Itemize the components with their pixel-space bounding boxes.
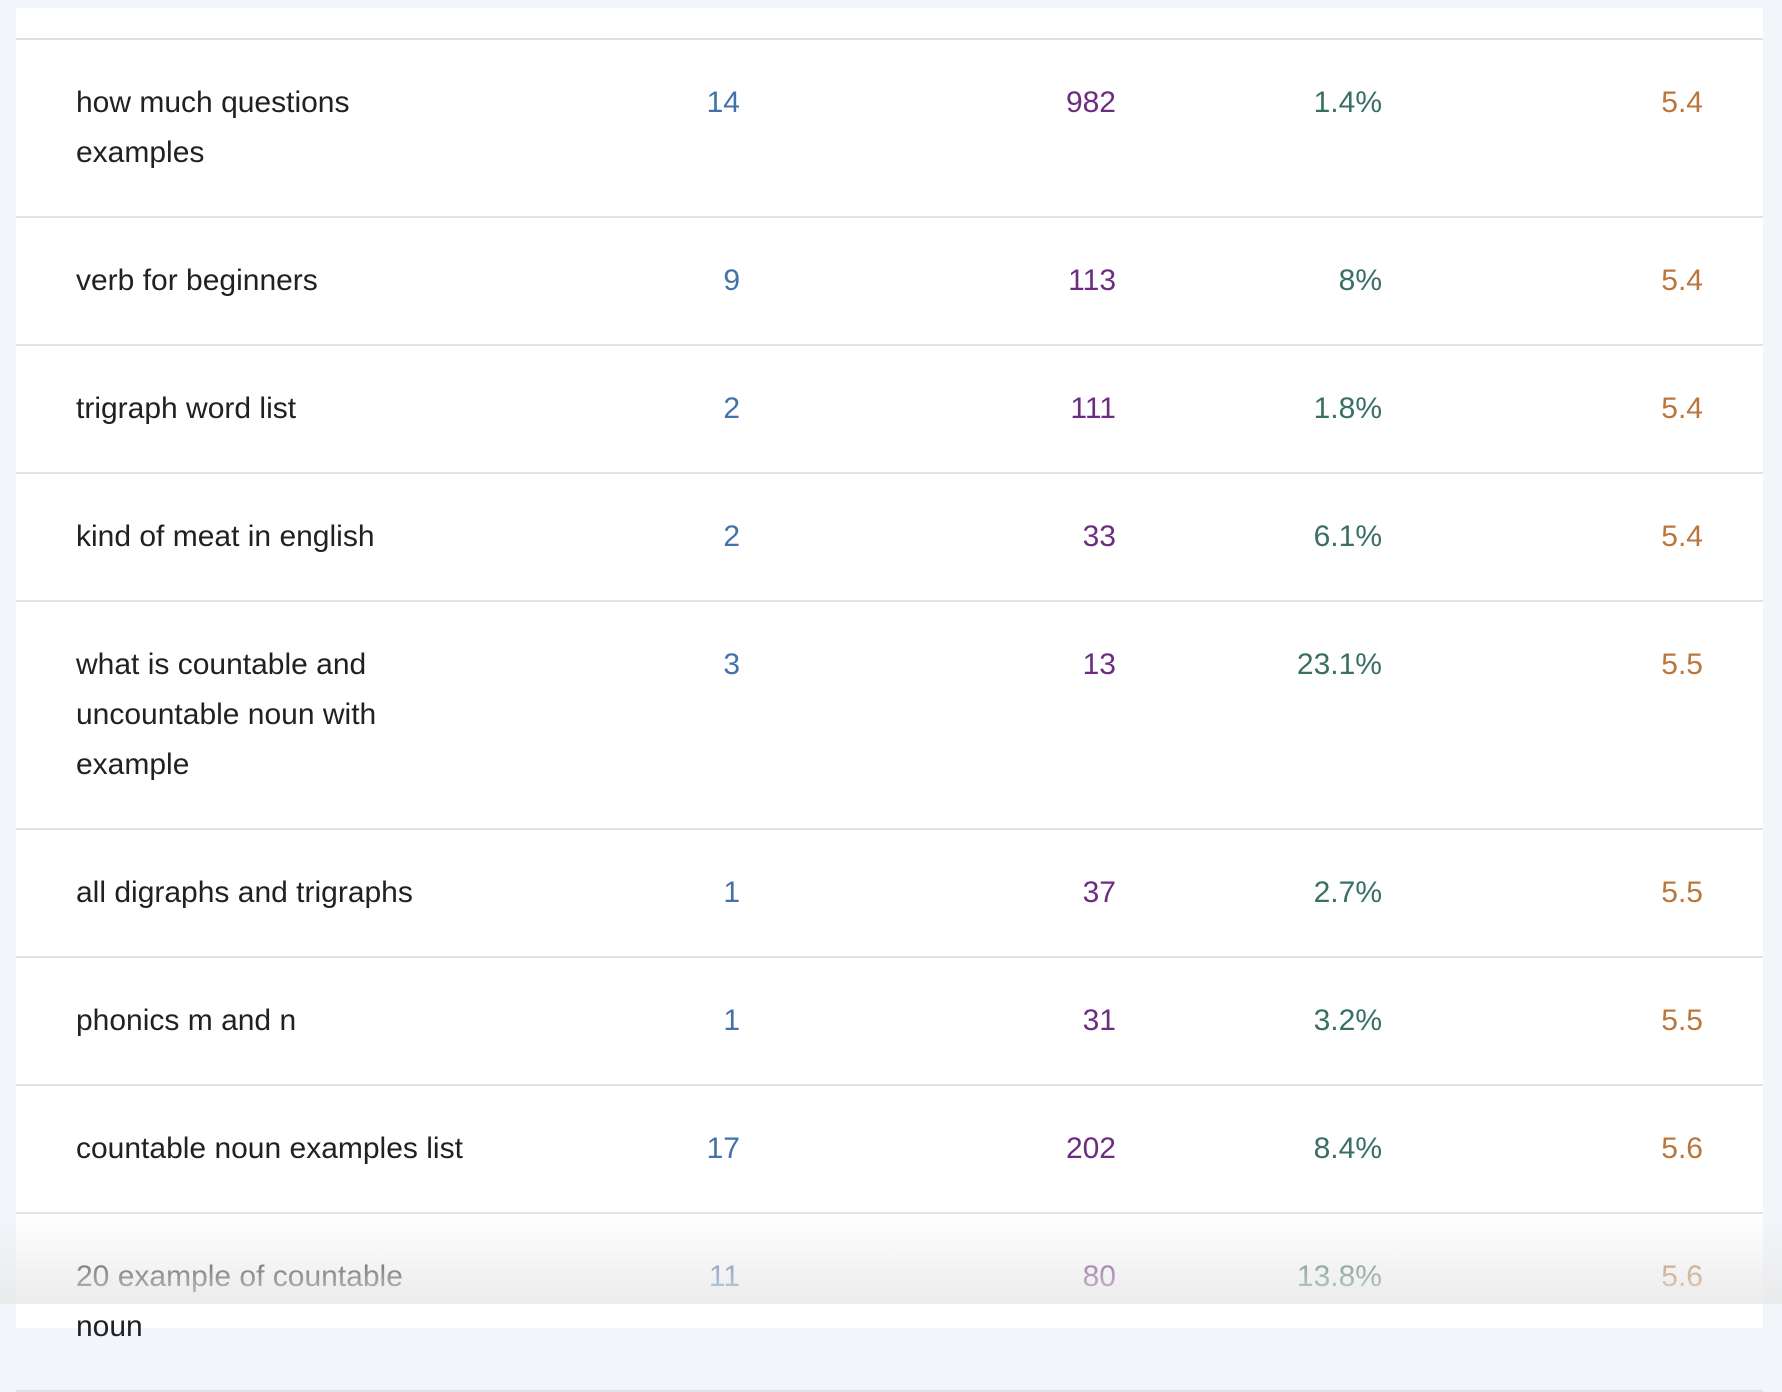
table-row[interactable]: countable noun examples list 17 202 8.4%… [16,1086,1763,1214]
results-cell: 1 [723,1004,740,1037]
keyword-cell: 20 example of countable noun [76,1260,403,1343]
results-cell: 2 [723,520,740,553]
keyword-cell: trigraph word list [76,392,297,425]
score-cell: 5.4 [1661,264,1703,297]
table-row[interactable]: phonics m and n 1 31 3.2% 5.5 [16,958,1763,1086]
score-cell: 5.5 [1661,1004,1703,1037]
volume-cell: 202 [1065,1132,1116,1165]
volume-cell: 80 [1082,1260,1116,1293]
ratio-cell: 1.8% [1313,392,1382,425]
table-row[interactable]: kind of meat in english 2 33 6.1% 5.4 [16,474,1763,602]
ratio-cell: 23.1% [1296,648,1382,681]
keyword-cell: verb for beginners [76,264,318,297]
results-cell: 11 [708,1260,740,1293]
ratio-cell: 3.2% [1313,1004,1382,1037]
volume-cell: 33 [1082,520,1116,553]
volume-cell: 113 [1068,264,1116,297]
keyword-cell: how much questions examples [76,86,350,169]
score-cell: 5.4 [1661,392,1703,425]
score-cell: 5.4 [1661,86,1703,119]
volume-cell: 13 [1082,648,1116,681]
score-cell: 5.6 [1661,1260,1703,1293]
results-cell: 14 [706,86,740,119]
table-row[interactable]: trigraph word list 2 111 1.8% 5.4 [16,346,1763,474]
results-cell: 9 [723,264,740,297]
volume-cell: 37 [1082,876,1116,909]
ratio-cell: 2.7% [1313,876,1382,909]
keyword-cell: countable noun examples list [76,1132,463,1165]
score-cell: 5.5 [1661,876,1703,909]
results-cell: 17 [706,1132,740,1165]
score-cell: 5.4 [1661,520,1703,553]
table-row[interactable]: verb for beginners 9 113 8% 5.4 [16,218,1763,346]
keyword-table-card: how much questions examples 14 982 1.4% … [16,8,1763,1392]
ratio-cell: 8% [1338,264,1382,297]
volume-cell: 982 [1065,86,1116,119]
volume-cell: 111 [1070,392,1116,425]
results-cell: 3 [723,648,740,681]
keyword-cell: kind of meat in english [76,520,375,553]
keyword-cell: all digraphs and trigraphs [76,876,413,909]
results-cell: 1 [723,876,740,909]
ratio-cell: 1.4% [1313,86,1382,119]
score-cell: 5.5 [1661,648,1703,681]
keyword-cell: what is countable and uncountable noun w… [76,648,377,781]
table-row[interactable]: all digraphs and trigraphs 1 37 2.7% 5.5 [16,830,1763,958]
table-row[interactable]: what is countable and uncountable noun w… [16,602,1763,830]
keyword-cell: phonics m and n [76,1004,297,1037]
results-cell: 2 [723,392,740,425]
ratio-cell: 8.4% [1313,1132,1382,1165]
table-header-divider [16,8,1763,40]
table-row[interactable]: 20 example of countable noun 11 80 13.8%… [16,1214,1763,1392]
score-cell: 5.6 [1661,1132,1703,1165]
volume-cell: 31 [1082,1004,1116,1037]
ratio-cell: 13.8% [1296,1260,1382,1293]
table-row[interactable]: how much questions examples 14 982 1.4% … [16,40,1763,218]
ratio-cell: 6.1% [1313,520,1382,553]
